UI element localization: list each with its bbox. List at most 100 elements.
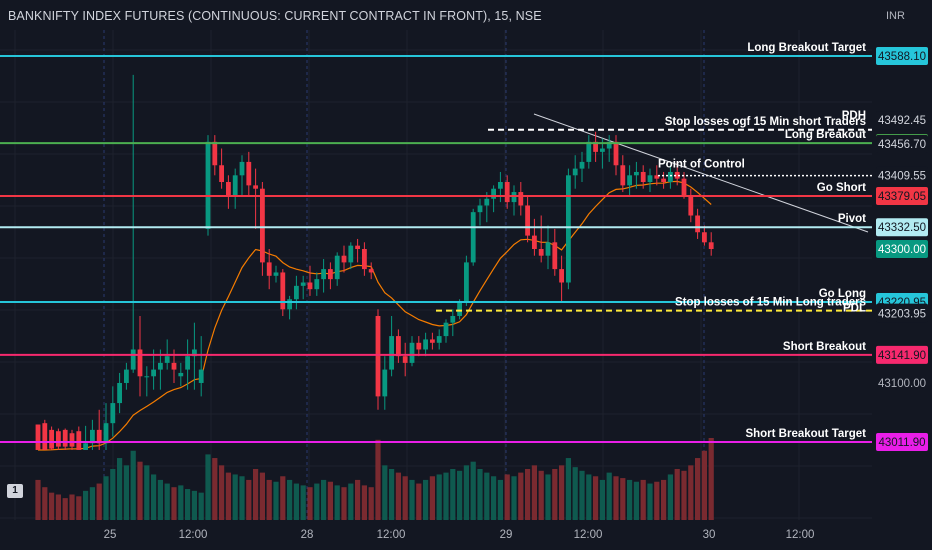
volume-bar (42, 487, 48, 520)
candle-body (640, 171, 646, 183)
volume-bars (35, 438, 714, 520)
volume-bar (640, 479, 646, 520)
candle-body (76, 431, 82, 450)
candle-body (362, 249, 367, 270)
time-axis: 25 12:00 28 12:00 29 12:00 30 12:00 (104, 529, 815, 541)
trend-line (533, 113, 869, 233)
candle-body (430, 339, 435, 343)
candle-body (192, 349, 197, 357)
volume-bar (667, 474, 673, 520)
volume-bar (443, 472, 449, 520)
grid-lines (0, 30, 872, 520)
level-label: Pivot (838, 213, 866, 225)
candle-body (171, 362, 177, 370)
x-tick-label: 12:00 (179, 529, 208, 541)
last-price-text: 43300.00 (878, 244, 926, 256)
volume-bar (654, 481, 660, 520)
level-label: Short Breakout Target (745, 428, 866, 440)
volume-bar (565, 458, 571, 520)
volume-bar (341, 487, 347, 520)
candles (35, 74, 714, 450)
candle-body (287, 299, 292, 310)
candle-body (423, 339, 428, 350)
volume-bar (531, 465, 537, 520)
ema-polyline (38, 180, 712, 451)
candle-body (348, 245, 354, 263)
candle-body (661, 178, 666, 183)
volume-bar (287, 479, 293, 520)
volume-bar (185, 489, 191, 520)
volume-bar (69, 494, 75, 520)
candle-body (314, 279, 320, 290)
volume-bar (491, 476, 497, 520)
volume-bar (470, 461, 476, 520)
level-label: Go Long (819, 288, 866, 300)
candle-body (246, 161, 252, 186)
volume-bar (355, 479, 361, 520)
volume-bar (497, 479, 503, 520)
level-price-text: 43332.50 (878, 222, 926, 234)
volume-bar (293, 483, 299, 520)
candle-body (688, 195, 694, 216)
volume-bar (627, 479, 633, 520)
volume-bar (382, 465, 388, 520)
volume-bar (457, 470, 463, 520)
candle-body (450, 315, 456, 323)
price-axis: 43100.00 (878, 378, 926, 390)
candle-body (368, 269, 374, 273)
x-tick-label: 12:00 (574, 529, 603, 541)
volume-bar (375, 439, 381, 520)
volume-bar (606, 472, 612, 520)
volume-bar (348, 483, 354, 520)
level-label: Stop losses of 15 Min Long traders (675, 297, 866, 309)
candle-body (702, 232, 707, 243)
volume-bar (117, 458, 123, 520)
candle-body (42, 423, 48, 450)
volume-bar (144, 465, 150, 520)
candle-body (491, 188, 496, 199)
x-tick-label: 12:00 (377, 529, 406, 541)
volume-bar (151, 474, 157, 520)
candle-body (83, 443, 88, 450)
candle-body (355, 245, 360, 249)
level-price-box (876, 345, 928, 364)
x-tick-label: 25 (104, 529, 117, 541)
candle-body (219, 165, 224, 183)
candle-body (117, 382, 122, 404)
volume-bar (389, 468, 395, 520)
volume-bar (511, 476, 517, 520)
volume-bar (450, 468, 456, 520)
candle-body (620, 165, 626, 186)
volume-bar (171, 487, 177, 520)
volume-bar (572, 467, 578, 520)
x-tick-label: 28 (301, 529, 314, 541)
candle-body (559, 269, 564, 283)
candle-body (402, 356, 408, 363)
candle-body (443, 322, 449, 337)
candle-body (273, 272, 279, 276)
volume-bar (49, 492, 55, 520)
volume-bar (205, 454, 211, 520)
level-price-box (876, 218, 928, 237)
candle-body (137, 349, 143, 377)
candle-body (627, 175, 632, 186)
volume-bar (416, 483, 422, 520)
price-tag-box (876, 111, 928, 130)
level-label: Go Short (817, 182, 866, 194)
candle-body (518, 192, 524, 206)
volume-bar (327, 481, 333, 520)
candle-body (280, 272, 286, 310)
candle-body (566, 175, 571, 283)
volume-bar (35, 479, 41, 520)
volume-bar (198, 492, 204, 520)
candle-body (396, 336, 401, 357)
candle-body (545, 242, 551, 256)
volume-bar (559, 465, 565, 520)
candle-body (525, 205, 530, 236)
volume-bar (423, 479, 429, 520)
volume-bar (191, 490, 197, 520)
volume-bar (219, 465, 225, 520)
volume-bar (409, 479, 415, 520)
candle-body (103, 423, 109, 444)
